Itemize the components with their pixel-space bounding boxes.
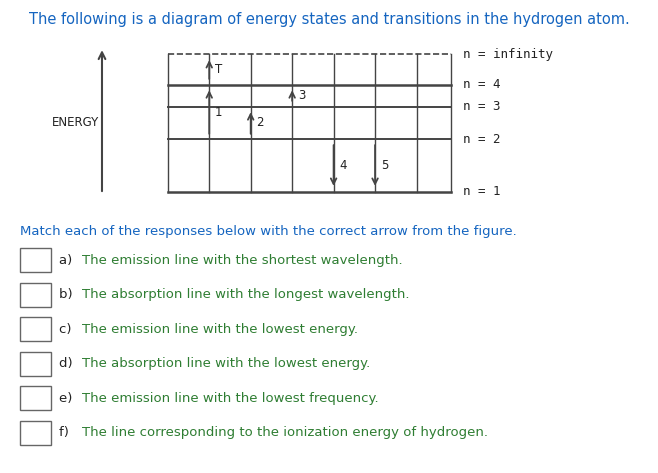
Text: The following is a diagram of energy states and transitions in the hydrogen atom: The following is a diagram of energy sta… bbox=[29, 12, 629, 27]
Text: Match each of the responses below with the correct arrow from the figure.: Match each of the responses below with t… bbox=[20, 225, 517, 237]
Text: e): e) bbox=[59, 392, 77, 405]
FancyBboxPatch shape bbox=[20, 317, 51, 341]
Text: 2: 2 bbox=[257, 116, 264, 130]
Text: a): a) bbox=[59, 254, 77, 267]
Text: The absorption line with the lowest energy.: The absorption line with the lowest ener… bbox=[82, 357, 370, 370]
Text: 1: 1 bbox=[215, 105, 222, 119]
Text: ENERGY: ENERGY bbox=[52, 116, 99, 130]
Text: 4: 4 bbox=[340, 159, 347, 172]
Text: d): d) bbox=[59, 357, 77, 370]
Text: The emission line with the lowest frequency.: The emission line with the lowest freque… bbox=[82, 392, 378, 405]
Text: b): b) bbox=[59, 288, 77, 301]
FancyBboxPatch shape bbox=[20, 283, 51, 307]
Text: n = infinity: n = infinity bbox=[463, 48, 553, 61]
Text: The emission line with the shortest wavelength.: The emission line with the shortest wave… bbox=[82, 254, 403, 267]
Text: T: T bbox=[215, 63, 222, 76]
FancyBboxPatch shape bbox=[20, 421, 51, 445]
Text: The line corresponding to the ionization energy of hydrogen.: The line corresponding to the ionization… bbox=[82, 426, 488, 439]
FancyBboxPatch shape bbox=[20, 352, 51, 376]
Text: n = 4: n = 4 bbox=[463, 78, 500, 91]
Text: f): f) bbox=[59, 426, 73, 439]
FancyBboxPatch shape bbox=[20, 386, 51, 410]
Text: The absorption line with the longest wavelength.: The absorption line with the longest wav… bbox=[82, 288, 409, 301]
Text: n = 2: n = 2 bbox=[463, 133, 500, 146]
Text: n = 1: n = 1 bbox=[463, 185, 500, 198]
Text: The emission line with the lowest energy.: The emission line with the lowest energy… bbox=[82, 323, 358, 336]
Text: 3: 3 bbox=[298, 89, 305, 102]
FancyBboxPatch shape bbox=[20, 248, 51, 272]
Text: c): c) bbox=[59, 323, 76, 336]
Text: n = 3: n = 3 bbox=[463, 100, 500, 113]
Text: 5: 5 bbox=[381, 159, 388, 172]
